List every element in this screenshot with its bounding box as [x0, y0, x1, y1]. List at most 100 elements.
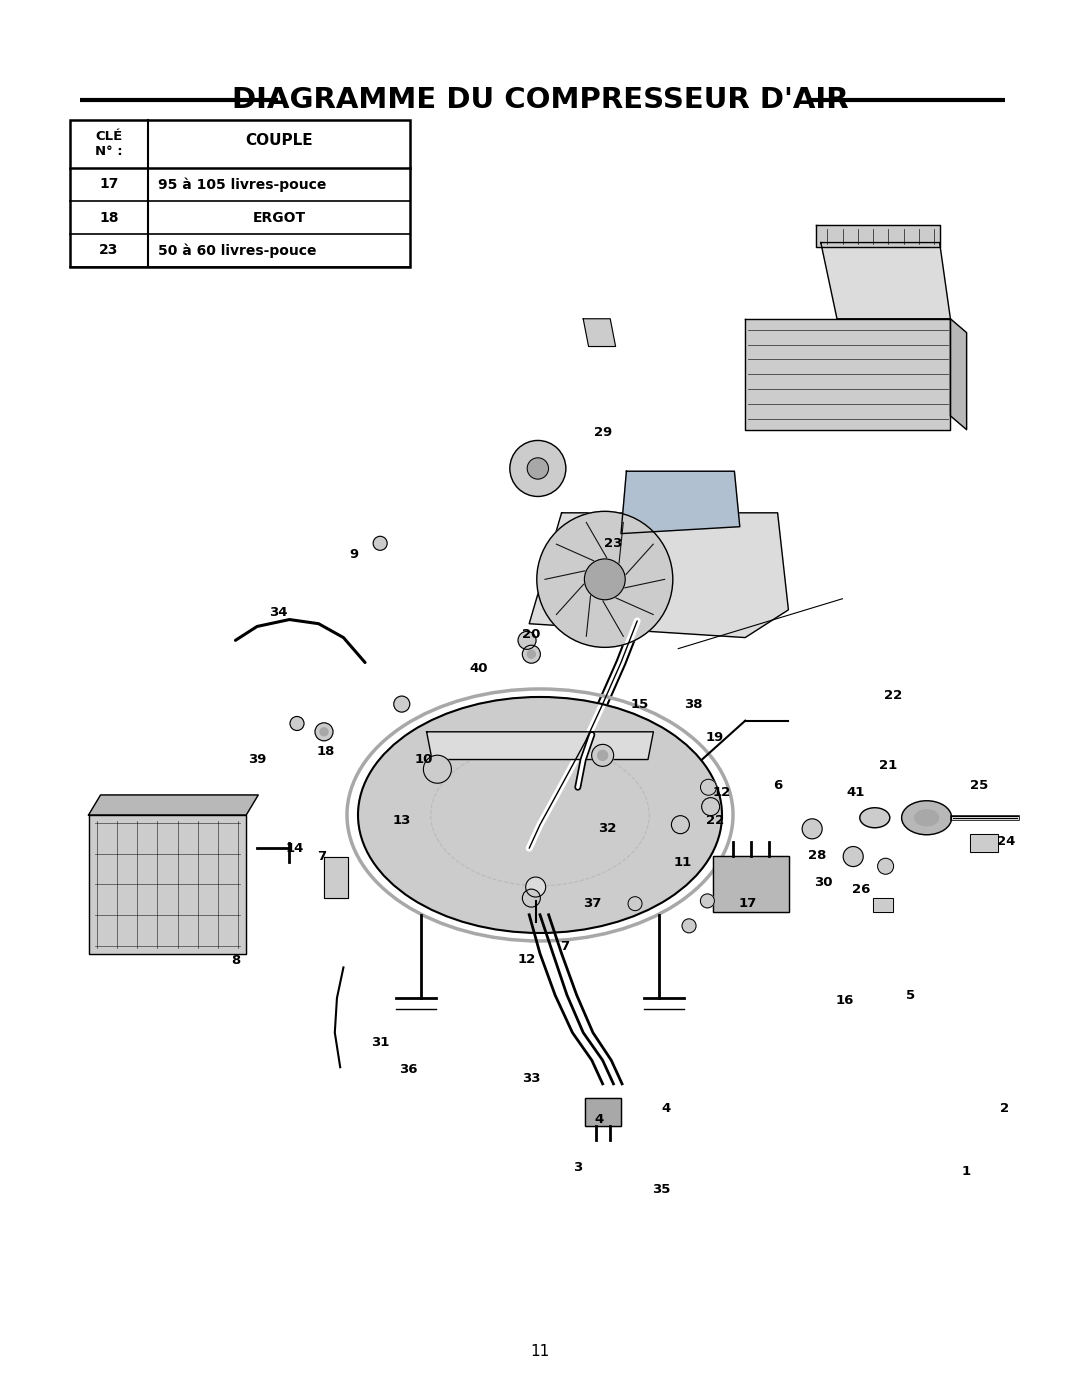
Circle shape: [701, 779, 716, 796]
Text: 4: 4: [595, 1113, 604, 1127]
Circle shape: [702, 798, 719, 815]
Bar: [584, 1098, 621, 1125]
Circle shape: [526, 877, 545, 897]
Circle shape: [701, 894, 714, 908]
Text: 1: 1: [962, 1164, 971, 1178]
Text: 36: 36: [399, 1063, 418, 1077]
Circle shape: [592, 744, 613, 766]
Circle shape: [320, 728, 328, 736]
Text: 3: 3: [573, 1160, 582, 1174]
Text: 31: 31: [370, 1035, 390, 1049]
Text: 41: 41: [846, 786, 865, 800]
Polygon shape: [816, 225, 940, 247]
Text: 13: 13: [392, 814, 411, 827]
Circle shape: [584, 559, 625, 600]
Text: 19: 19: [706, 730, 724, 744]
Circle shape: [374, 536, 387, 550]
Text: 22: 22: [706, 814, 724, 827]
Text: 10: 10: [414, 753, 433, 766]
Text: ERGOT: ERGOT: [253, 211, 306, 225]
Bar: [970, 834, 998, 852]
Text: 9: 9: [350, 547, 359, 561]
Text: 50 à 60 livres-pouce: 50 à 60 livres-pouce: [158, 244, 316, 258]
Circle shape: [527, 650, 536, 658]
Text: 21: 21: [879, 758, 896, 772]
Polygon shape: [89, 815, 246, 954]
Circle shape: [843, 847, 863, 866]
Bar: [873, 898, 893, 912]
Text: 5: 5: [906, 988, 915, 1002]
Circle shape: [510, 441, 566, 496]
Circle shape: [537, 511, 673, 647]
Ellipse shape: [860, 808, 890, 827]
Text: 38: 38: [684, 697, 703, 711]
Circle shape: [597, 750, 608, 761]
Bar: [713, 857, 788, 912]
Text: 30: 30: [813, 876, 833, 890]
Polygon shape: [89, 796, 258, 815]
Bar: [873, 898, 893, 912]
Text: 15: 15: [631, 697, 648, 711]
Text: 22: 22: [885, 689, 902, 703]
Polygon shape: [821, 243, 950, 319]
Text: 23: 23: [99, 244, 119, 258]
Polygon shape: [745, 319, 950, 430]
Circle shape: [523, 890, 540, 906]
Bar: [70, 121, 410, 267]
Circle shape: [291, 717, 303, 730]
Text: 35: 35: [651, 1182, 671, 1196]
Circle shape: [315, 723, 333, 740]
Text: 37: 37: [582, 897, 602, 911]
Circle shape: [683, 919, 696, 933]
Text: 95 à 105 livres-pouce: 95 à 105 livres-pouce: [158, 177, 326, 191]
Text: 7: 7: [561, 940, 569, 954]
Circle shape: [802, 819, 822, 839]
Text: 12: 12: [518, 952, 536, 966]
Text: 7: 7: [318, 850, 326, 863]
Text: 40: 40: [469, 661, 488, 675]
Text: 29: 29: [594, 426, 611, 439]
Text: 4: 4: [662, 1102, 671, 1116]
Ellipse shape: [915, 809, 939, 826]
Text: 33: 33: [522, 1071, 541, 1085]
Text: 25: 25: [971, 779, 988, 793]
Text: 34: 34: [269, 606, 288, 620]
Text: 11: 11: [530, 1344, 550, 1358]
Text: 26: 26: [851, 883, 870, 897]
Polygon shape: [950, 319, 967, 430]
Text: 12: 12: [713, 786, 730, 800]
Text: 18: 18: [99, 211, 119, 225]
Text: 20: 20: [522, 628, 541, 642]
Text: 28: 28: [808, 848, 827, 862]
Text: DIAGRAMME DU COMPRESSEUR D'AIR: DIAGRAMME DU COMPRESSEUR D'AIR: [232, 86, 848, 114]
Text: 2: 2: [1000, 1102, 1009, 1116]
Polygon shape: [427, 732, 653, 760]
Bar: [713, 857, 788, 912]
Ellipse shape: [902, 801, 951, 834]
Polygon shape: [529, 513, 788, 638]
Text: 11: 11: [674, 855, 691, 869]
Text: 23: 23: [604, 536, 623, 550]
Text: 17: 17: [739, 897, 756, 911]
Polygon shape: [583, 319, 616, 346]
Text: 6: 6: [773, 779, 782, 793]
Text: 16: 16: [835, 994, 854, 1008]
Circle shape: [523, 646, 540, 663]
Circle shape: [878, 858, 893, 875]
Circle shape: [423, 755, 451, 783]
Text: COUPLE: COUPLE: [245, 133, 313, 148]
Text: 14: 14: [285, 841, 305, 855]
Circle shape: [527, 457, 549, 480]
Polygon shape: [324, 857, 348, 898]
Bar: [584, 1098, 621, 1125]
Text: 18: 18: [316, 744, 336, 758]
Circle shape: [629, 897, 642, 911]
Circle shape: [672, 816, 689, 833]
Text: 17: 17: [99, 177, 119, 191]
Text: CLÉ
N° :: CLÉ N° :: [95, 130, 123, 158]
Text: 8: 8: [231, 954, 240, 967]
Circle shape: [518, 632, 536, 649]
Bar: [970, 834, 998, 852]
Text: 39: 39: [247, 753, 267, 766]
Circle shape: [394, 696, 409, 712]
